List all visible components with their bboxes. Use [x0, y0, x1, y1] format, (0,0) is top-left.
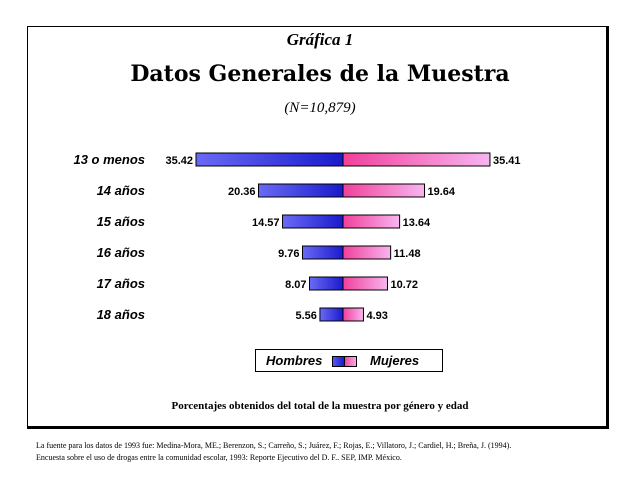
bar-hombres — [258, 183, 344, 198]
chart-note: Porcentajes obtenidos del total de la mu… — [171, 400, 469, 412]
source-line-1: La fuente para los datos de 1993 fue: Me… — [36, 441, 512, 450]
data-label-hombres: 20.36 — [228, 186, 256, 198]
bar-hombres — [309, 276, 344, 291]
category-label: 14 años — [97, 183, 145, 198]
category-label: 15 años — [97, 214, 145, 229]
source-citation: La fuente para los datos de 1993 fue: Me… — [36, 440, 626, 464]
data-label-hombres: 35.42 — [165, 155, 193, 167]
data-label-hombres: 9.76 — [278, 248, 299, 260]
data-label-hombres: 5.56 — [296, 310, 317, 322]
bar-hombres — [282, 214, 344, 229]
bar-mujeres — [342, 276, 388, 291]
legend-swatch-mujeres — [344, 356, 357, 367]
category-label: 16 años — [97, 245, 145, 260]
bar-mujeres — [342, 307, 364, 322]
data-label-mujeres: 19.64 — [428, 186, 456, 198]
figure-label: Gráfica 1 — [286, 30, 354, 49]
category-label: 13 o menos — [73, 152, 145, 167]
bar-mujeres — [342, 214, 401, 229]
source-line-2: Encuesta sobre el uso de drogas entre la… — [36, 453, 402, 462]
data-label-mujeres: 11.48 — [394, 248, 421, 260]
bar-mujeres — [342, 152, 491, 167]
bar-mujeres — [342, 245, 392, 260]
bar-hombres — [319, 307, 344, 322]
legend-label-mujeres: Mujeres — [370, 353, 420, 368]
data-label-mujeres: 10.72 — [390, 279, 418, 291]
category-label: 18 años — [97, 307, 145, 322]
data-label-hombres: 14.57 — [252, 217, 280, 229]
bar-hombres — [195, 152, 344, 167]
chart-subtitle: (N=10,879) — [284, 100, 356, 116]
bar-hombres — [301, 245, 344, 260]
data-label-mujeres: 4.93 — [366, 310, 387, 322]
bar-mujeres — [342, 183, 426, 198]
legend-label-hombres: Hombres — [266, 353, 323, 368]
data-label-mujeres: 13.64 — [403, 217, 431, 229]
category-label: 17 años — [97, 276, 145, 291]
legend: Hombres Mujeres — [255, 349, 443, 372]
data-label-hombres: 8.07 — [285, 279, 306, 291]
data-label-mujeres: 35.41 — [493, 155, 521, 167]
chart-title: Datos Generales de la Muestra — [130, 61, 510, 87]
